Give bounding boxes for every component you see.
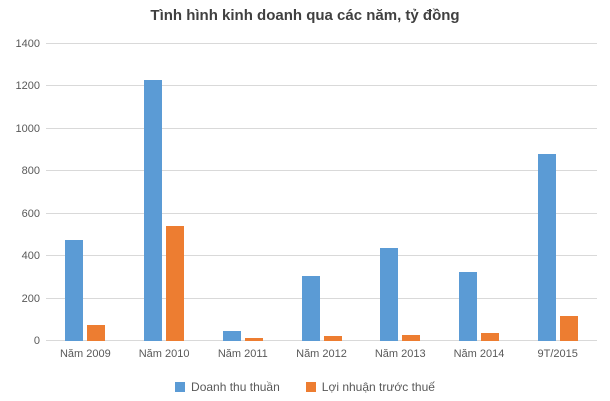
bar-doanh-thu-thuần-1 [65, 240, 84, 341]
x-tick-label-5: Năm 2013 [374, 348, 426, 360]
bar-lợi-nhuận-trước-thuế-3 [244, 338, 263, 341]
gridline-200 [46, 297, 597, 299]
y-tick-label-1400: 1400 [15, 38, 40, 50]
gridline-800 [46, 170, 597, 172]
y-tick-label-400: 400 [21, 250, 40, 263]
bar-lợi-nhuận-trước-thuế-7 [559, 315, 578, 341]
y-tick-label-0: 0 [33, 335, 40, 347]
x-tick-label-1: Năm 2009 [59, 348, 111, 360]
category-group-7 [518, 44, 597, 341]
y-tick-label-1200: 1200 [15, 80, 40, 93]
bar-doanh-thu-thuần-4 [301, 276, 320, 341]
bar-doanh-thu-thuần-7 [537, 154, 556, 341]
legend: Doanh thu thuần Lợi nhuận trước thuế [0, 380, 610, 394]
y-tick-label-1000: 1000 [15, 122, 40, 135]
x-tick-label-7: 9T/2015 [537, 348, 578, 360]
bar-lợi-nhuận-trước-thuế-5 [402, 335, 421, 341]
bar-lợi-nhuận-trước-thuế-6 [480, 333, 499, 341]
category-group-6 [440, 44, 519, 341]
bars-container [46, 44, 597, 341]
bar-doanh-thu-thuần-3 [222, 331, 241, 341]
bar-doanh-thu-thuần-6 [458, 272, 477, 341]
bar-doanh-thu-thuần-5 [380, 247, 399, 341]
category-group-2 [125, 44, 204, 341]
legend-label: Lợi nhuận trước thuế [321, 380, 435, 394]
legend-item-doanh-thu-thuần: Doanh thu thuần [175, 380, 280, 394]
bar-lợi-nhuận-trước-thuế-1 [87, 325, 106, 341]
category-group-1 [46, 44, 125, 341]
x-tick-label-6: Năm 2014 [453, 348, 505, 360]
y-tick-label-600: 600 [21, 207, 40, 220]
bar-lợi-nhuận-trước-thuế-4 [323, 336, 342, 341]
y-tick-label-200: 200 [21, 292, 40, 305]
legend-swatch-icon [175, 382, 186, 392]
gridline-600 [46, 212, 597, 214]
bar-lợi-nhuận-trước-thuế-2 [166, 226, 185, 341]
category-group-4 [282, 44, 361, 341]
gridline-1000 [46, 127, 597, 129]
category-group-5 [361, 44, 440, 341]
gridline-400 [46, 255, 597, 257]
x-tick-label-4: Năm 2012 [296, 348, 347, 360]
bar-doanh-thu-thuần-2 [144, 80, 163, 341]
x-axis-labels: Năm 2009 Năm 2010 Năm 2011 Năm 2012 Năm 2013… [46, 348, 597, 360]
plot-area [46, 43, 597, 341]
x-tick-label-3: Năm 2011 [217, 348, 268, 360]
gridline-1200 [46, 85, 597, 87]
gridline-0 [46, 340, 597, 341]
legend-item-lợi-nhuận-trước-thuế: Lợi nhuận trước thuế [305, 380, 435, 394]
category-group-3 [203, 44, 282, 341]
chart-title: Tình hình kinh doanh qua các năm, tỷ đồn… [150, 7, 460, 24]
gridline-1400 [46, 43, 597, 44]
y-tick-label-800: 800 [21, 165, 40, 178]
x-tick-label-2: Năm 2010 [138, 348, 190, 360]
legend-label: Doanh thu thuần [191, 380, 280, 394]
legend-swatch-icon [305, 382, 316, 392]
